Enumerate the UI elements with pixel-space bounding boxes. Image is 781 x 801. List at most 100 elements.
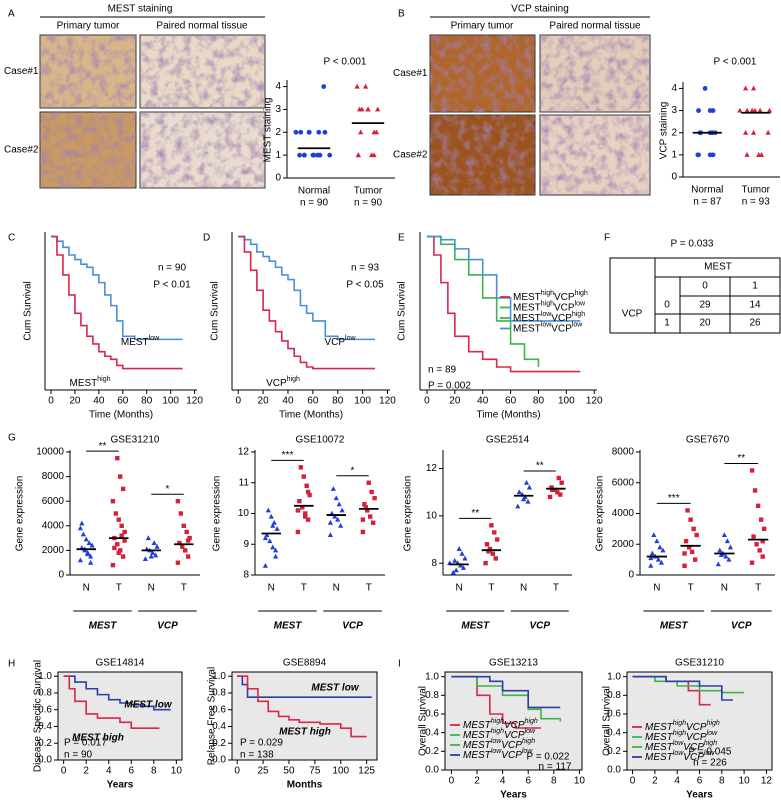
data-point <box>456 546 462 551</box>
text-part: MEST <box>121 337 149 348</box>
data-point <box>715 561 721 567</box>
data-point <box>262 535 268 541</box>
data-point <box>303 514 308 519</box>
data-point <box>523 479 530 485</box>
x-tick-label: 80 <box>141 396 153 407</box>
data-point <box>86 540 92 546</box>
x-tick-label: T <box>181 583 187 594</box>
text-part: VCP <box>266 378 287 389</box>
data-point <box>372 495 377 501</box>
table-col: 1 <box>752 281 758 292</box>
annotation: P < 0.001 <box>714 57 757 68</box>
text-part: VCP <box>551 323 572 334</box>
x-tick-label: T <box>755 583 761 594</box>
y-tick-label: 0.6 <box>425 709 439 720</box>
x-tick-label: 40 <box>282 396 294 407</box>
data-point <box>310 152 316 158</box>
data-point <box>327 532 333 538</box>
x-axis-label: Years <box>686 790 713 801</box>
text-part: high <box>491 728 504 735</box>
data-point <box>487 546 493 552</box>
x-tick-label: N <box>268 583 275 594</box>
text-part: MEST <box>645 722 674 733</box>
text-part: MEST <box>513 302 541 313</box>
y-axis-label: Cum Survival <box>23 281 34 340</box>
sig-label: *** <box>282 450 294 461</box>
data-point <box>77 525 83 531</box>
annotation: P = 0.002 <box>428 381 471 392</box>
y-tick-label: 12 <box>426 463 438 474</box>
text-part: MEST <box>645 752 674 763</box>
text-part: MEST <box>463 730 492 741</box>
x-tick-label: 25 <box>258 766 270 777</box>
panel-letter: I <box>398 659 401 670</box>
data-point <box>89 542 95 548</box>
data-point <box>727 544 734 550</box>
data-point <box>116 550 121 556</box>
chart-title: GSE2514 <box>486 435 530 446</box>
data-point <box>119 533 124 538</box>
data-point <box>335 516 341 522</box>
x-tick-label: 2 <box>83 766 89 777</box>
curve-label: MESTlow <box>121 335 160 347</box>
y-tick-label: 2 <box>671 127 677 138</box>
x-axis-label: Years <box>500 790 527 801</box>
text-part: low <box>707 730 718 737</box>
data-point <box>316 129 322 135</box>
data-point <box>369 489 374 495</box>
text-part: high <box>541 290 554 297</box>
text-part: low <box>149 335 160 342</box>
text-part: MEST <box>645 742 674 753</box>
tissue-texture <box>540 35 650 112</box>
x-tick-label: T <box>366 583 372 594</box>
y-tick-label: 6000 <box>612 477 635 488</box>
y-axis-label: Overall Survival <box>418 686 429 756</box>
data-point <box>686 545 692 550</box>
text-part: high <box>97 376 110 383</box>
data-point <box>721 532 727 538</box>
y-tick-label: 4000 <box>42 520 65 531</box>
text-part: low <box>541 322 552 329</box>
data-point <box>79 520 85 526</box>
y-tick-label: 0.2 <box>425 746 439 757</box>
chart-title: GSE8894 <box>283 658 327 669</box>
x-tick-label: 0 <box>449 776 455 787</box>
gene-label: MEST <box>461 621 490 632</box>
data-point <box>322 129 328 135</box>
data-point <box>683 538 689 544</box>
text-part: high <box>522 738 535 745</box>
y-tick-label: 8 <box>431 558 437 569</box>
annotation: n = 226 <box>693 758 727 769</box>
annotation: P < 0.001 <box>324 57 367 68</box>
text-part: VCP <box>554 292 575 303</box>
survival-curve <box>50 235 183 370</box>
x-tick-label: T <box>688 583 694 594</box>
survival-curve <box>238 235 376 341</box>
x-axis-label: Time (Months) <box>89 410 153 421</box>
data-point <box>744 107 750 113</box>
tissue-texture <box>140 35 265 108</box>
data-point <box>559 480 564 485</box>
data-point <box>749 560 755 565</box>
data-point <box>490 551 496 556</box>
y-axis-label: Cum Survival <box>210 281 221 340</box>
data-point <box>88 553 94 559</box>
y-tick-label: 9 <box>243 539 249 550</box>
image-title: MEST staining <box>108 4 173 15</box>
data-point <box>682 563 687 568</box>
data-point <box>273 553 279 559</box>
column-header: Paired normal tissue <box>156 21 248 32</box>
text-part: high <box>707 720 720 727</box>
y-tick-label: 4 <box>275 81 281 92</box>
data-point <box>116 517 121 522</box>
annotation: n = 89 <box>428 365 457 376</box>
data-point <box>270 544 276 550</box>
data-point <box>327 519 333 525</box>
survival-curve <box>63 675 171 711</box>
column-header: Paired normal tissue <box>549 21 641 32</box>
annotation: n = 90 <box>158 263 187 274</box>
y-tick-label: 0.4 <box>607 727 621 738</box>
annotation: n = 138 <box>240 750 274 761</box>
y-axis-label: MEST staining <box>263 98 274 163</box>
data-point <box>370 520 376 525</box>
